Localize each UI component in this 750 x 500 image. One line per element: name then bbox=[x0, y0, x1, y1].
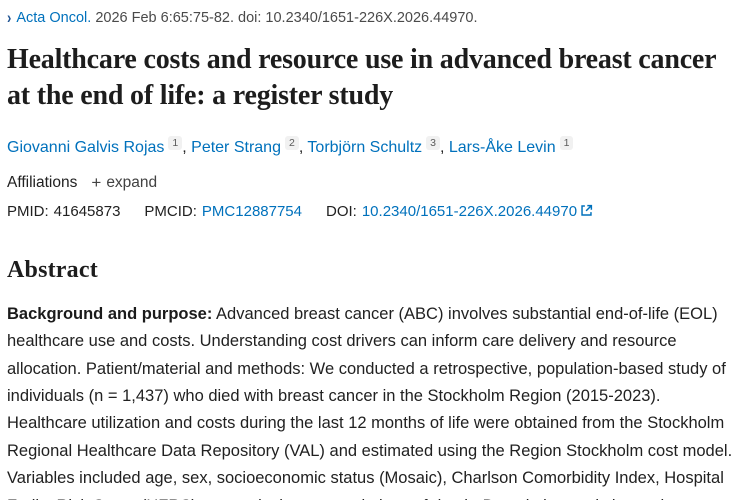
abstract-body-text: Advanced breast cancer (ABC) involves su… bbox=[7, 304, 733, 500]
identifiers-row: PMID: 41645873 PMCID: PMC12887754 DOI: 1… bbox=[7, 203, 743, 221]
journal-link[interactable]: Acta Oncol. bbox=[16, 10, 92, 26]
author-separator: , bbox=[298, 138, 308, 156]
affiliations-label: Affiliations bbox=[7, 173, 78, 191]
author-affiliation-sup[interactable]: 1 bbox=[168, 135, 183, 150]
pmcid-group: PMCID: PMC12887754 bbox=[144, 203, 302, 220]
abstract-section-label: Background and purpose: bbox=[7, 304, 213, 323]
author-link[interactable]: Lars-Åke Levin bbox=[448, 138, 556, 156]
pmid-group: PMID: 41645873 bbox=[7, 203, 120, 220]
pmcid-label: PMCID: bbox=[144, 203, 197, 221]
plus-icon: + bbox=[91, 172, 102, 192]
doi-group: DOI: 10.2340/1651-226X.2026.44970 bbox=[326, 203, 593, 221]
authors-list: Giovanni Galvis Rojas 1, Peter Strang 2, T… bbox=[7, 135, 743, 157]
expand-label: expand bbox=[106, 173, 158, 191]
author-link[interactable]: Peter Strang bbox=[191, 138, 281, 156]
abstract-heading: Abstract bbox=[7, 256, 98, 283]
author-affiliation-sup[interactable]: 2 bbox=[284, 135, 299, 150]
pmcid-link[interactable]: PMC12887754 bbox=[201, 203, 302, 221]
affiliations-row: Affiliations + expand bbox=[7, 173, 743, 193]
author-separator: , bbox=[439, 138, 449, 156]
citation-text: 2026 Feb 6:65:75-82. doi: 10.2340/1651-2… bbox=[95, 10, 478, 26]
external-link-icon bbox=[580, 204, 593, 221]
doi-link[interactable]: 10.2340/1651-226X.2026.44970 bbox=[362, 203, 593, 221]
journal-citation: › Acta Oncol. 2026 Feb 6:65:75-82. doi: … bbox=[7, 8, 743, 27]
doi-label: DOI: bbox=[326, 203, 357, 221]
author-affiliation-sup[interactable]: 1 bbox=[559, 135, 574, 150]
author-link[interactable]: Torbjörn Schultz bbox=[307, 138, 423, 156]
pmid-value: 41645873 bbox=[53, 203, 121, 221]
author-affiliation-sup[interactable]: 3 bbox=[426, 135, 440, 150]
author-item: Peter Strang 2, bbox=[191, 135, 308, 156]
pmid-label: PMID: bbox=[7, 203, 49, 221]
author-link[interactable]: Giovanni Galvis Rojas bbox=[7, 138, 165, 156]
affiliations-expand-button[interactable]: + expand bbox=[91, 173, 157, 193]
author-separator: , bbox=[182, 138, 192, 156]
author-item: Lars-Åke Levin 1 bbox=[448, 135, 574, 156]
article-title: Healthcare costs and resource use in adv… bbox=[7, 44, 716, 112]
chevron-right-icon[interactable]: › bbox=[7, 8, 12, 27]
author-item: Torbjörn Schultz 3, bbox=[307, 135, 449, 156]
abstract-text: Background and purpose: Advanced breast … bbox=[7, 301, 743, 500]
author-item: Giovanni Galvis Rojas 1, bbox=[7, 135, 192, 156]
